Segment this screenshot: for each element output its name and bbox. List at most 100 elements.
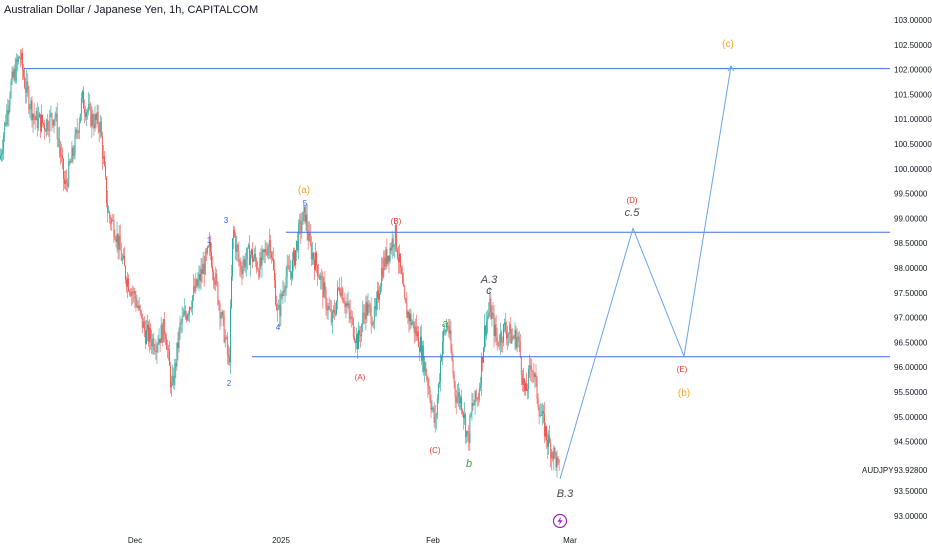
- candle-body: [30, 100, 32, 109]
- candle-body: [535, 374, 537, 378]
- candle-body: [10, 82, 12, 97]
- candle-body: [89, 104, 91, 105]
- candle-body: [68, 160, 70, 187]
- candle-body: [335, 313, 336, 315]
- y-tick-label: 95.00000: [894, 413, 928, 422]
- candle-body: [409, 313, 411, 322]
- candle-body: [244, 259, 246, 268]
- candle-body: [456, 396, 458, 403]
- candle-body: [437, 383, 439, 400]
- candle-body: [252, 249, 253, 262]
- candle-body: [330, 310, 332, 323]
- candle-body: [36, 110, 38, 129]
- candle-body: [517, 336, 519, 338]
- candle-body: [20, 57, 21, 60]
- candle-body: [293, 250, 294, 260]
- candle-body: [116, 233, 118, 242]
- candle-body: [227, 354, 229, 357]
- candle-body: [463, 412, 464, 419]
- candle-body: [451, 349, 453, 361]
- lightning-bolt-icon[interactable]: [552, 513, 568, 529]
- candle-body: [46, 119, 48, 132]
- candle-body: [198, 274, 200, 281]
- candle-body: [5, 122, 7, 125]
- candle-body: [475, 390, 477, 400]
- candle-body: [39, 113, 41, 132]
- candle-body: [398, 257, 399, 263]
- candle-body: [504, 322, 505, 325]
- candle-body: [377, 290, 378, 299]
- candle-body: [438, 381, 440, 384]
- candle-body: [119, 235, 121, 250]
- candle-body: [218, 303, 220, 305]
- candle-body: [71, 147, 73, 162]
- candle-body: [66, 180, 68, 183]
- candle-body: [168, 348, 169, 350]
- candle-body: [274, 269, 275, 281]
- candle-body: [309, 233, 311, 244]
- wave-labels-layer: 1 2 3 4 5 (a) (A) (B) (C) (D) (E) a b cA.3 B.3 c.5 (b) (c…: [207, 39, 734, 529]
- candle-body: [281, 294, 283, 297]
- candle-body: [336, 300, 337, 314]
- candle-body: [411, 323, 413, 325]
- candle-body: [321, 275, 323, 278]
- candle-body: [53, 119, 55, 126]
- candle-body: [213, 271, 215, 281]
- x-tick-label: Feb: [426, 536, 440, 545]
- candle-body: [515, 330, 517, 348]
- candle-body: [483, 347, 484, 363]
- candle-body: [360, 334, 362, 337]
- candle-body: [199, 274, 201, 282]
- candle-body: [542, 410, 544, 414]
- candle-body: [179, 322, 181, 330]
- candle-body: [353, 337, 355, 342]
- wave-label: 5: [303, 199, 308, 208]
- candle-body: [513, 337, 515, 339]
- candle-body: [547, 440, 548, 447]
- candle-body: [144, 330, 146, 344]
- candle-body: [224, 337, 226, 343]
- candle-body: [510, 324, 512, 344]
- candle-body: [195, 279, 197, 291]
- candle-body: [212, 266, 214, 272]
- candle-body: [304, 206, 306, 223]
- candle-body: [373, 306, 375, 323]
- candle-body: [161, 325, 163, 343]
- candle-body: [367, 304, 369, 316]
- candle-body: [120, 249, 122, 261]
- candle-body: [4, 122, 6, 136]
- candle-body: [151, 340, 153, 347]
- candle-body: [256, 260, 258, 270]
- candle-body: [236, 244, 238, 252]
- candle-body: [346, 303, 348, 306]
- projection-path[interactable]: [559, 66, 732, 479]
- candle-body: [70, 161, 72, 164]
- candle-body: [278, 304, 280, 310]
- y-tick-label: 102.00000: [894, 66, 932, 75]
- candle-body: [249, 254, 251, 265]
- candle-body: [496, 337, 498, 342]
- candle-body: [516, 337, 518, 348]
- candle-body: [194, 285, 196, 291]
- candle-body: [191, 307, 193, 309]
- candle-body: [291, 259, 293, 279]
- wave-label: 2: [227, 379, 232, 388]
- candle-body: [405, 298, 407, 304]
- candle-body: [403, 283, 405, 287]
- candle-body: [433, 407, 435, 423]
- candle-body: [333, 309, 335, 314]
- candle-body: [135, 298, 137, 307]
- candle-body: [242, 265, 244, 274]
- candle-body: [436, 399, 438, 415]
- candle-body: [470, 413, 472, 417]
- candle-body: [443, 330, 445, 343]
- candle-body: [253, 258, 254, 262]
- candle-body: [248, 245, 250, 265]
- candle-body: [400, 253, 401, 269]
- candle-body: [13, 68, 15, 78]
- candle-body: [284, 288, 286, 292]
- candle-body: [69, 160, 71, 164]
- candle-body: [165, 339, 167, 350]
